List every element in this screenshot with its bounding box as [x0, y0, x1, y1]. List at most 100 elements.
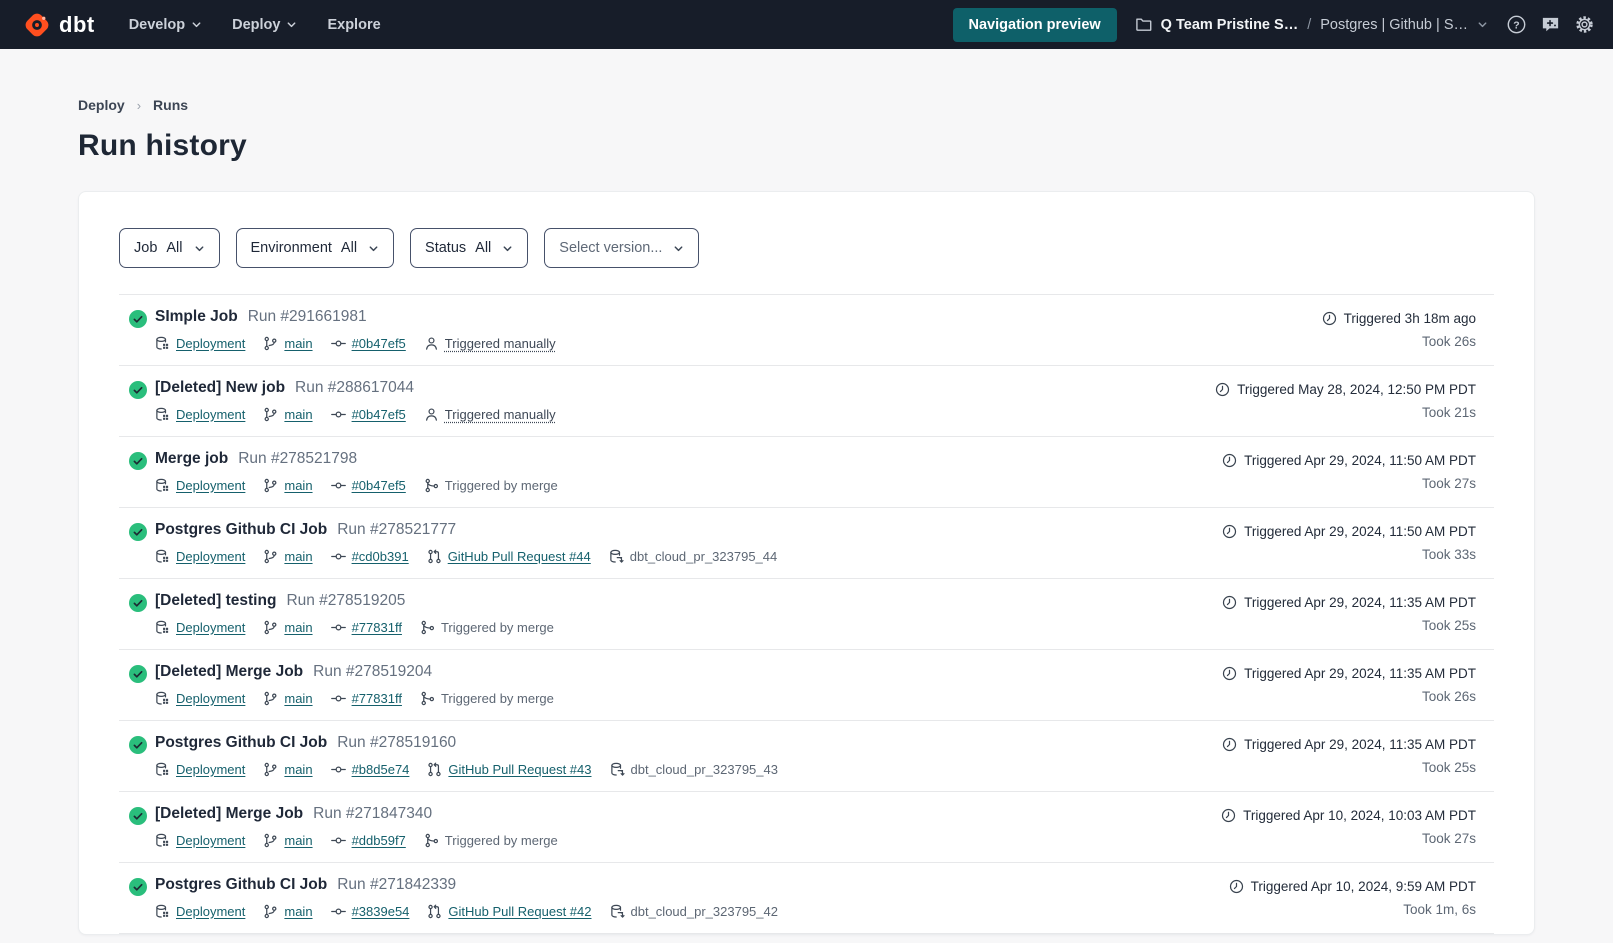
- branch-label[interactable]: main: [284, 548, 313, 564]
- run-row[interactable]: [Deleted] New job Run #288617044 Deploym…: [79, 366, 1534, 436]
- commit-label[interactable]: #cd0b391: [351, 548, 409, 564]
- run-meta-deployment[interactable]: Deployment: [155, 478, 245, 493]
- project-name: Postgres | Github | S…: [1320, 16, 1468, 33]
- branch-label[interactable]: main: [284, 619, 313, 635]
- run-meta-deployment[interactable]: Deployment: [155, 549, 245, 564]
- run-meta-branch[interactable]: main: [263, 619, 313, 635]
- filter-label: Status: [425, 240, 467, 256]
- branch-label[interactable]: main: [284, 335, 313, 351]
- clock-icon: [1222, 595, 1237, 610]
- run-row[interactable]: [Deleted] Merge Job Run #278519204 Deplo…: [79, 650, 1534, 720]
- run-meta-branch[interactable]: main: [263, 477, 313, 493]
- branch-label[interactable]: main: [284, 477, 313, 493]
- run-meta-branch[interactable]: main: [263, 406, 313, 422]
- run-row[interactable]: Postgres Github CI Job Run #271842339 De…: [79, 863, 1534, 933]
- project-selector[interactable]: Q Team Pristine S… / Postgres | Github |…: [1135, 16, 1488, 33]
- run-meta-pull-request[interactable]: GitHub Pull Request #44: [427, 549, 591, 564]
- branch-label[interactable]: main: [284, 832, 313, 848]
- job-name[interactable]: Merge job: [155, 450, 229, 467]
- deployment-label[interactable]: Deployment: [176, 832, 246, 848]
- run-meta-branch[interactable]: main: [263, 903, 313, 919]
- run-meta-commit[interactable]: #cd0b391: [330, 548, 409, 564]
- filter-select-version-button[interactable]: Select version...: [544, 228, 700, 268]
- branch-label[interactable]: main: [284, 761, 313, 777]
- run-row[interactable]: SImple Job Run #291661981 Deployment main…: [79, 295, 1534, 365]
- run-meta-branch[interactable]: main: [263, 548, 313, 564]
- run-meta-deployment[interactable]: Deployment: [155, 336, 245, 351]
- run-meta-deployment[interactable]: Deployment: [155, 620, 245, 635]
- pull-request-label[interactable]: GitHub Pull Request #43: [448, 761, 592, 777]
- commit-label[interactable]: #0b47ef5: [351, 406, 406, 422]
- job-name[interactable]: [Deleted] testing: [155, 592, 277, 609]
- run-success-icon: [129, 807, 147, 825]
- branch-label[interactable]: main: [284, 903, 313, 919]
- nav-item-deploy[interactable]: Deploy: [232, 17, 297, 33]
- branch-label[interactable]: main: [284, 690, 313, 706]
- breadcrumb-runs[interactable]: Runs: [153, 97, 189, 113]
- job-name[interactable]: [Deleted] Merge Job: [155, 805, 304, 822]
- run-meta-commit[interactable]: #0b47ef5: [330, 477, 406, 493]
- deployment-label[interactable]: Deployment: [176, 477, 246, 493]
- run-meta-deployment[interactable]: Deployment: [155, 904, 245, 919]
- commit-label[interactable]: #77831ff: [351, 690, 402, 706]
- commit-label[interactable]: #ddb59f7: [351, 832, 406, 848]
- filter-environment-button[interactable]: Environment All: [235, 228, 395, 268]
- pull-request-label[interactable]: GitHub Pull Request #44: [447, 548, 591, 564]
- run-meta-deployment[interactable]: Deployment: [155, 407, 245, 422]
- nav-item-explore[interactable]: Explore: [327, 17, 380, 33]
- commit-label[interactable]: #b8d5e74: [351, 761, 410, 777]
- deployment-label[interactable]: Deployment: [176, 406, 246, 422]
- job-name[interactable]: SImple Job: [155, 308, 238, 325]
- run-row[interactable]: [Deleted] Merge Job Run #271847340 Deplo…: [79, 792, 1534, 862]
- dbt-logo[interactable]: dbt: [22, 10, 95, 40]
- run-meta-commit[interactable]: #3839e54: [330, 903, 410, 919]
- run-meta-commit[interactable]: #b8d5e74: [330, 761, 410, 777]
- run-meta-commit[interactable]: #77831ff: [330, 619, 402, 635]
- run-row[interactable]: Merge job Run #278521798 Deployment main #…: [79, 437, 1534, 507]
- run-row[interactable]: Postgres Github CI Job Run #278519160 De…: [79, 721, 1534, 791]
- job-name[interactable]: Postgres Github CI Job: [155, 521, 328, 538]
- navigation-preview-button[interactable]: Navigation preview: [952, 7, 1117, 42]
- pull-request-label[interactable]: GitHub Pull Request #42: [448, 903, 592, 919]
- run-meta-commit[interactable]: #0b47ef5: [330, 406, 406, 422]
- run-timing: Triggered Apr 10, 2024, 9:59 AM PDT Took…: [1229, 876, 1476, 933]
- run-row[interactable]: Postgres Github CI Job Run #278521777 De…: [79, 508, 1534, 578]
- run-meta-deployment[interactable]: Deployment: [155, 833, 245, 848]
- run-meta-pull-request[interactable]: GitHub Pull Request #42: [427, 903, 592, 919]
- deployment-label[interactable]: Deployment: [176, 690, 246, 706]
- job-name[interactable]: [Deleted] Merge Job: [155, 663, 304, 680]
- deployment-label[interactable]: Deployment: [176, 548, 246, 564]
- help-icon[interactable]: ?: [1506, 14, 1527, 35]
- job-name[interactable]: Postgres Github CI Job: [155, 876, 328, 893]
- commit-label[interactable]: #0b47ef5: [351, 477, 406, 493]
- deployment-label[interactable]: Deployment: [176, 619, 246, 635]
- run-meta-commit[interactable]: #0b47ef5: [330, 335, 406, 351]
- gear-icon[interactable]: [1574, 14, 1595, 35]
- commit-label[interactable]: #0b47ef5: [351, 335, 406, 351]
- deployment-label[interactable]: Deployment: [176, 761, 246, 777]
- run-meta-pull-request[interactable]: GitHub Pull Request #43: [427, 761, 592, 777]
- nav-item-develop[interactable]: Develop: [129, 17, 202, 33]
- job-name[interactable]: [Deleted] New job: [155, 379, 286, 396]
- run-meta-deployment[interactable]: Deployment: [155, 691, 245, 706]
- branch-label[interactable]: main: [284, 406, 313, 422]
- commit-label[interactable]: #77831ff: [351, 619, 402, 635]
- run-row[interactable]: [Deleted] testing Run #278519205 Deploym…: [79, 579, 1534, 649]
- run-meta-branch[interactable]: main: [263, 690, 313, 706]
- commit-icon: [330, 407, 346, 422]
- job-name[interactable]: Postgres Github CI Job: [155, 734, 328, 751]
- run-meta-branch[interactable]: main: [263, 335, 313, 351]
- filter-job-button[interactable]: Job All: [119, 228, 220, 268]
- deployment-label[interactable]: Deployment: [176, 335, 246, 351]
- breadcrumb-deploy[interactable]: Deploy: [78, 97, 125, 113]
- run-meta-branch[interactable]: main: [263, 832, 313, 848]
- filter-status-button[interactable]: Status All: [410, 228, 529, 268]
- commit-label[interactable]: #3839e54: [351, 903, 410, 919]
- run-lines: SImple Job Run #291661981 Deployment main…: [155, 308, 556, 365]
- run-meta-branch[interactable]: main: [263, 761, 313, 777]
- run-meta-commit[interactable]: #77831ff: [330, 690, 402, 706]
- run-meta-deployment[interactable]: Deployment: [155, 762, 245, 777]
- feedback-icon[interactable]: [1540, 14, 1561, 35]
- deployment-label[interactable]: Deployment: [176, 903, 246, 919]
- run-meta-commit[interactable]: #ddb59f7: [330, 832, 406, 848]
